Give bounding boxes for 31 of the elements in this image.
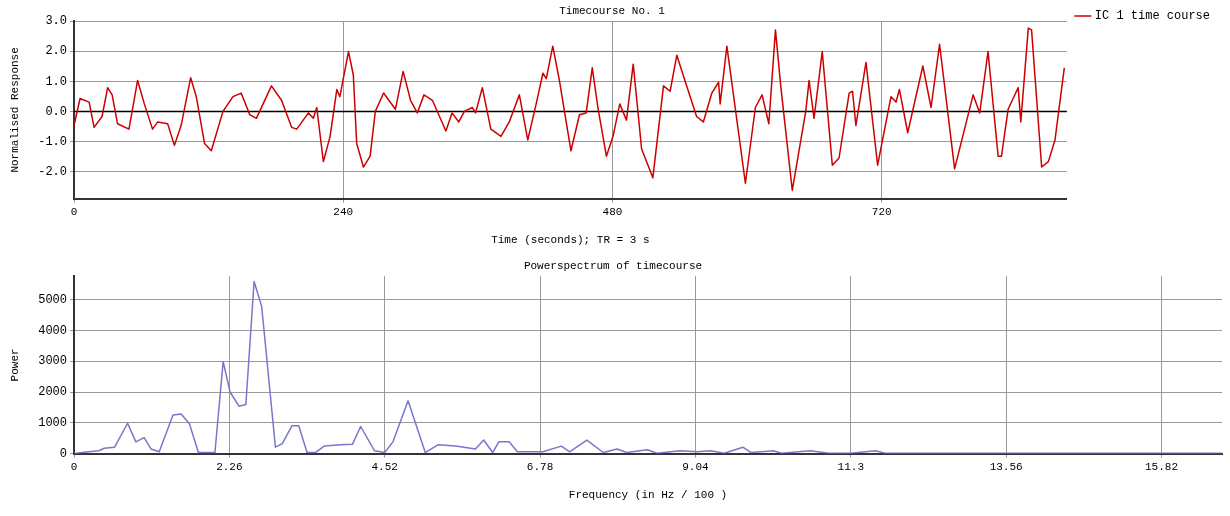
y-tick-label: 5000 xyxy=(38,292,67,307)
x-tick-label: 11.3 xyxy=(837,461,864,474)
y-axis-title: Power xyxy=(8,348,21,382)
x-tick-label: 13.56 xyxy=(989,461,1023,474)
y-tick-label: -1.0 xyxy=(38,134,67,149)
x-tick-label: 6.78 xyxy=(526,461,554,474)
x-tick-label: 720 xyxy=(871,206,892,219)
y-tick-label: 2.0 xyxy=(45,44,67,59)
x-tick-label: 0 xyxy=(70,206,78,219)
y-tick-label: 0 xyxy=(59,446,67,461)
x-tick-label: 15.82 xyxy=(1145,461,1179,474)
x-tick-label: 0 xyxy=(70,461,78,474)
chart-title: Timecourse No. 1 xyxy=(559,4,666,17)
x-axis-title: Frequency (in Hz / 100 ) xyxy=(568,489,728,502)
y-tick-label: 1.0 xyxy=(45,74,67,89)
x-tick-label: 240 xyxy=(333,206,354,219)
x-axis-title: Time (seconds); TR = 3 s xyxy=(491,234,650,247)
y-tick-label: 1000 xyxy=(38,415,67,430)
chart-title: Powerspectrum of timecourse xyxy=(523,259,703,272)
x-tick-label: 480 xyxy=(602,206,623,219)
y-tick-label: 2000 xyxy=(38,385,67,400)
y-tick-label: 0.0 xyxy=(45,104,67,119)
x-tick-label: 4.52 xyxy=(371,461,398,474)
y-tick-label: 4000 xyxy=(38,323,67,338)
x-tick-label: 9.04 xyxy=(682,461,710,474)
x-tick-label: 2.26 xyxy=(216,461,243,474)
y-axis-title: Normalised Response xyxy=(8,47,21,173)
y-tick-label: 3000 xyxy=(38,354,67,369)
legend-label: IC 1 time course xyxy=(1094,9,1210,24)
y-tick-label: 3.0 xyxy=(45,14,67,29)
y-tick-label: -2.0 xyxy=(38,164,67,179)
